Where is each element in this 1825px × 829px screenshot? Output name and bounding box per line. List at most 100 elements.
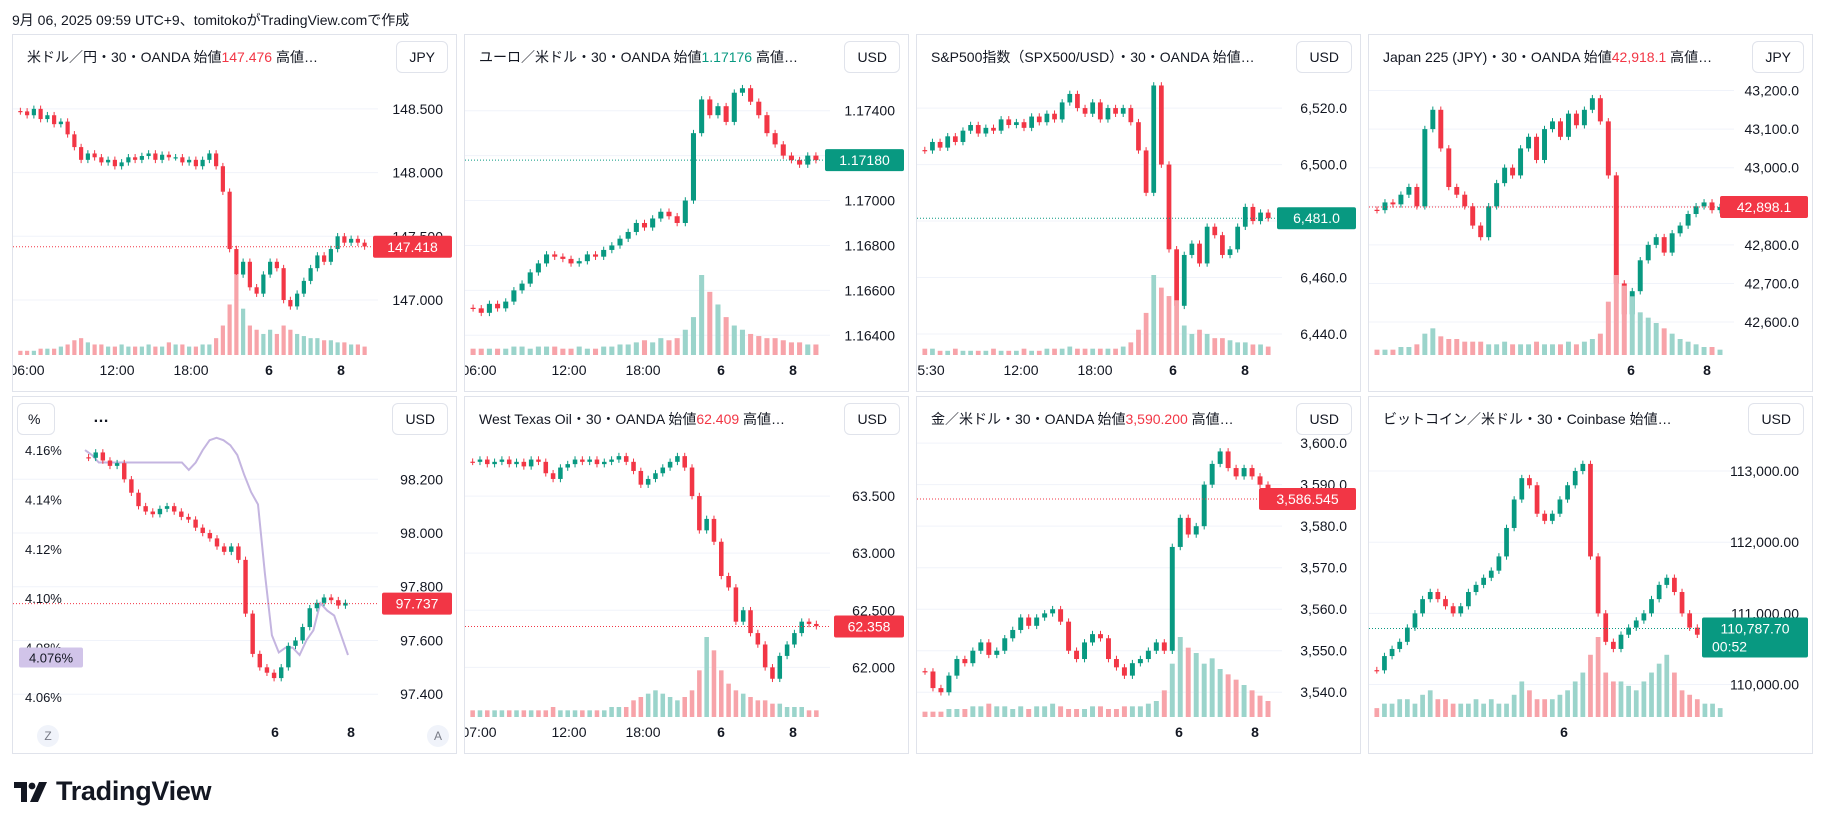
candle	[1526, 133, 1532, 152]
panel-title[interactable]: West Texas Oil・30・OANDA 始値62.409 高値…	[475, 407, 790, 431]
candle	[1185, 514, 1191, 538]
volume-bar	[946, 709, 952, 717]
currency-selector[interactable]: USD	[392, 403, 448, 435]
panel-title[interactable]: 米ドル／円・30・OANDA 始値147.476 高値…	[23, 45, 322, 69]
volume-bar	[160, 346, 165, 355]
candle	[740, 606, 746, 625]
title-text: S&P500指数（SPX500/USD）・30・OANDA 始値…	[931, 49, 1255, 65]
auto-scale-button[interactable]: A	[427, 725, 449, 747]
volume-bar	[994, 706, 1000, 717]
chart-panel-xauusd[interactable]: 3,540.0 3,550.0 3,560.0 3,570.0 3,580.0 3,590…	[916, 396, 1361, 754]
currency-selector[interactable]: USD	[1748, 403, 1804, 435]
panel-title[interactable]: S&P500指数（SPX500/USD）・30・OANDA 始値…	[927, 45, 1259, 69]
svg-text:6,481.0: 6,481.0	[1293, 210, 1340, 226]
volume-bar	[806, 710, 812, 717]
candle	[1613, 172, 1619, 287]
volume-bar	[247, 325, 252, 355]
candle	[1595, 553, 1601, 617]
volume-bar	[592, 348, 599, 355]
chart-panel-spx500usd[interactable]: 6,440.06,460.06,480.06,500.06,520.06,481…	[916, 34, 1361, 392]
chart-panel-btcusd[interactable]: 110,000.00 111,000.00 112,000.00 113,000.00…	[1368, 396, 1813, 754]
candle	[1143, 147, 1149, 197]
volume-bar	[1250, 344, 1256, 355]
volume-bar	[349, 344, 354, 355]
zoom-reset-button[interactable]: Z	[37, 725, 59, 747]
volume-bar	[1058, 706, 1064, 717]
volume-bar	[328, 340, 333, 355]
chart-panel-wticousd[interactable]: 62.000 62.500 63.000 63.500 62.358 07:00 12:00…	[464, 396, 909, 754]
panel-title[interactable]: ビットコイン／米ドル・30・Coinbase 始値…	[1379, 407, 1676, 431]
y-tick-label: 1.17000	[844, 193, 895, 209]
volume-bar	[550, 707, 556, 717]
volume-bar	[227, 304, 232, 355]
x-tick-label: 6	[1627, 362, 1635, 378]
volume-bar	[1010, 709, 1016, 717]
panel-title[interactable]: ユーロ／米ドル・30・OANDA 始値1.17176 高値…	[475, 45, 802, 69]
candle	[234, 245, 239, 278]
panel-title[interactable]: 金／米ドル・30・OANDA 始値3,590.200 高値…	[927, 407, 1238, 431]
title-text: 金／米ドル・30・OANDA 始値	[931, 411, 1126, 427]
candle	[247, 258, 252, 291]
candle	[1105, 634, 1111, 663]
volume-bar	[638, 697, 644, 717]
chart-panel-usdjpy[interactable]: 147.000147.500148.000148.500147.41806:00…	[12, 34, 457, 392]
chart-panel-dxy_with_yield[interactable]: 4.06%4.08%4.10%4.12%4.14%4.16%97.40097.6…	[12, 396, 457, 754]
currency-selector[interactable]: USD	[1296, 41, 1352, 73]
candle	[1189, 240, 1195, 259]
unit-selector[interactable]: %	[17, 403, 56, 435]
volume-bar	[565, 710, 570, 717]
x-tick-label: 6	[1560, 724, 1568, 740]
x-tick-label: 8	[337, 362, 345, 378]
volume-bar	[1518, 344, 1524, 355]
candle	[748, 606, 753, 637]
candle	[1549, 510, 1555, 525]
title-suffix: 高値…	[752, 49, 798, 65]
volume-bar	[762, 700, 768, 717]
volume-bar	[1082, 709, 1088, 717]
candle	[975, 121, 981, 137]
candle	[568, 255, 574, 267]
candle	[641, 219, 648, 231]
volume-bar	[1443, 699, 1448, 717]
volume-bar	[770, 703, 775, 717]
currency-selector[interactable]: JPY	[1752, 41, 1804, 73]
volume-bar	[731, 325, 737, 355]
candle	[261, 271, 266, 297]
currency-selector[interactable]: USD	[1296, 403, 1352, 435]
brand-logo[interactable]: TradingView	[14, 776, 212, 807]
candle	[257, 650, 263, 671]
candle	[1258, 209, 1263, 225]
volume-bar	[1121, 706, 1127, 717]
currency-selector[interactable]: USD	[844, 403, 900, 435]
candle	[1438, 106, 1444, 152]
volume-bar	[1486, 344, 1492, 355]
currency-selector[interactable]: JPY	[396, 41, 448, 73]
volume-bar	[254, 329, 259, 355]
candle	[187, 156, 192, 166]
volume-bar	[697, 670, 702, 717]
chart-panel-jp225jpy[interactable]: 42,600.042,700.042,800.042,900.043,000.0…	[1368, 34, 1813, 392]
candle	[1097, 99, 1103, 123]
currency-selector[interactable]: USD	[844, 41, 900, 73]
panel-title[interactable]: Japan 225 (JPY)・30・OANDA 始値42,918.1 高値…	[1379, 45, 1717, 69]
candle	[602, 458, 607, 468]
volume-bar	[1637, 312, 1643, 355]
header-caption: 9月 06, 2025 09:59 UTC+9、tomitokoがTrading…	[12, 12, 410, 28]
candle	[1420, 595, 1425, 617]
x-tick-label: 07:00	[465, 724, 497, 740]
candle	[1374, 666, 1380, 674]
candle	[723, 102, 729, 126]
volume-bar	[1496, 703, 1502, 717]
candle	[1511, 496, 1517, 532]
candle	[207, 150, 212, 164]
volume-bar	[711, 650, 717, 717]
volume-bar	[25, 350, 30, 355]
volume-bar	[1709, 347, 1715, 355]
panel-title[interactable]: …	[93, 409, 109, 426]
volume-bar	[689, 690, 695, 717]
chart-panel-eurusd[interactable]: 1.164001.166001.168001.170001.172001.174…	[464, 34, 909, 392]
candle	[572, 456, 578, 468]
y-tick-label: 43,100.0	[1745, 121, 1800, 137]
candle	[528, 456, 534, 470]
volume-bar	[1664, 654, 1670, 717]
